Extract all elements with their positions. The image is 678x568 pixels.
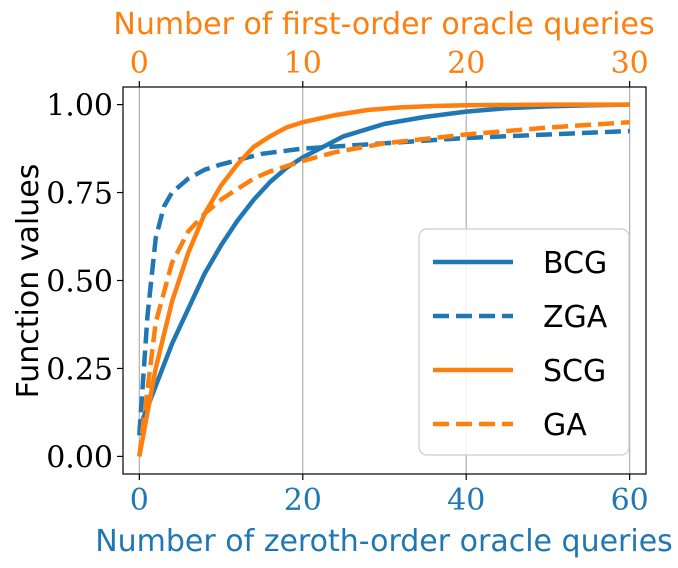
x2-tick-label-3: 30 — [611, 46, 649, 81]
legend-label-ga: GA — [543, 408, 587, 443]
left-axis-label: Function values — [11, 164, 46, 399]
series-line-ga — [137, 119, 630, 457]
y-tick-label-3: 0.75 — [46, 177, 113, 212]
x2-tick-label-0: 0 — [130, 46, 149, 81]
series-line-scg — [137, 102, 630, 457]
y-tick-label-0: 0.00 — [46, 440, 113, 475]
x2-tick-label-1: 10 — [284, 46, 322, 81]
series-line-zga — [137, 128, 630, 436]
legend-box — [418, 228, 630, 456]
x-tick-label-0: 0 — [130, 483, 149, 518]
x2-tick-label-2: 20 — [447, 46, 485, 81]
x-tick-label-3: 60 — [611, 483, 649, 518]
legend-label-scg: SCG — [543, 354, 606, 389]
top-axis-label: Number of first-order oracle queries — [113, 7, 654, 42]
tick-marks — [117, 81, 631, 480]
legend: BCG ZGA SCG GA — [418, 228, 630, 456]
legend-label-bcg: BCG — [543, 246, 607, 281]
series-lines — [137, 102, 630, 457]
y-tick-label-2: 0.50 — [46, 265, 113, 300]
x-tick-label-1: 20 — [284, 483, 322, 518]
y-tick-label-4: 1.00 — [46, 89, 113, 124]
legend-label-zga: ZGA — [543, 300, 608, 335]
tick-labels: 0 20 40 60 0 10 20 30 0.00 0.25 0.50 0.75 1.00 — [46, 46, 649, 518]
x-tick-label-2: 40 — [447, 483, 485, 518]
y-tick-label-1: 0.25 — [46, 352, 113, 387]
bottom-axis-label: Number of zeroth-order oracle queries — [95, 524, 673, 559]
